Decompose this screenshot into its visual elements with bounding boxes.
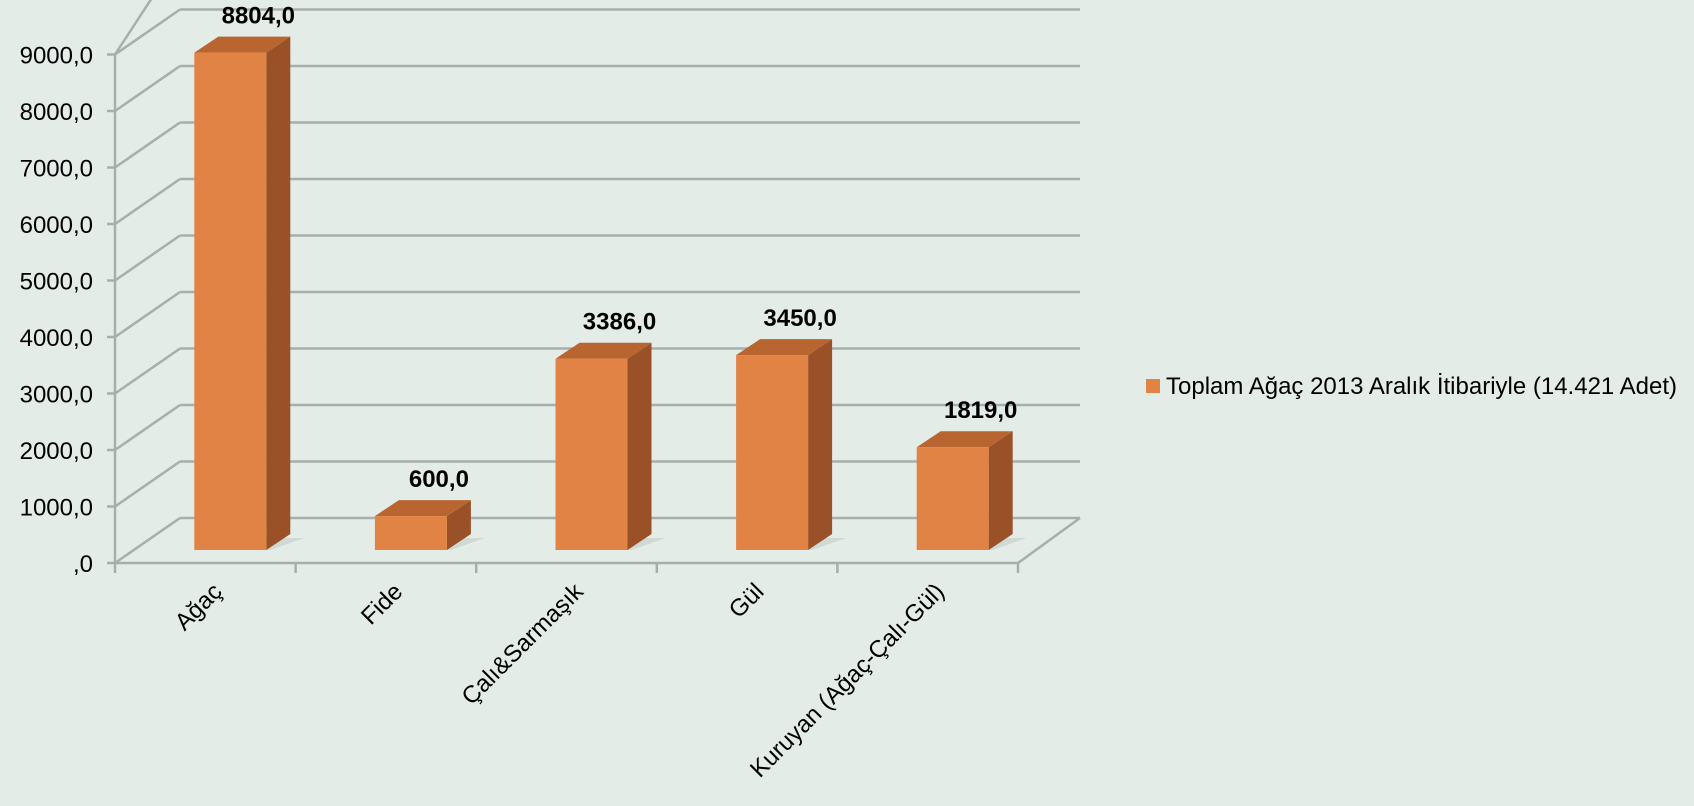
ytick-label: 4000,0	[20, 325, 93, 352]
bar-side	[266, 36, 291, 551]
gridline-side	[114, 177, 181, 226]
gridline-side	[114, 8, 181, 56]
gridline-side-top	[113, 0, 153, 56]
gridline-side	[114, 347, 181, 395]
bar	[916, 447, 989, 550]
ytick-label: 1000,0	[20, 495, 93, 522]
ytick-label: 6000,0	[20, 212, 93, 239]
ytick-label: 5000,0	[20, 269, 93, 296]
axes: ,0 1000,0 2000,0 3000,0 4000,0 5000,0 6000,0 70…	[20, 43, 1081, 578]
xtick-label: Ağaç	[170, 578, 228, 636]
gridline-side	[114, 516, 181, 565]
bar-side	[988, 431, 1013, 550]
data-label: 3450,0	[763, 305, 836, 332]
gridline-side	[114, 290, 181, 339]
bar-side	[627, 342, 652, 550]
bar	[736, 355, 809, 550]
ytick-label: 2000,0	[20, 438, 93, 465]
data-label: 8804,0	[222, 3, 295, 30]
xtick-label: Çalı&Sarmaşık	[456, 577, 589, 710]
ytick-label: 9000,0	[20, 43, 93, 70]
ytick-label: ,0	[73, 551, 93, 578]
gridline-side	[114, 121, 181, 169]
ytick-label: 3000,0	[20, 382, 93, 409]
xtick-label: Fide	[356, 578, 408, 630]
xtick-label: Gül	[724, 578, 770, 624]
data-label: 3386,0	[583, 309, 656, 336]
bar-top	[916, 431, 1013, 448]
bars	[194, 36, 1027, 551]
bar-top	[194, 36, 291, 53]
legend-label: Toplam Ağaç 2013 Aralık İtibariyle (14.4…	[1166, 373, 1677, 400]
gridline-side	[114, 234, 181, 282]
legend-swatch	[1146, 379, 1160, 393]
data-label: 1819,0	[944, 397, 1017, 424]
bar	[555, 358, 628, 550]
ytick-label: 7000,0	[20, 156, 93, 183]
ytick-label: 8000,0	[20, 99, 93, 126]
legend: Toplam Ağaç 2013 Aralık İtibariyle (14.4…	[1146, 372, 1686, 402]
bar	[194, 52, 267, 550]
bar-top	[374, 500, 471, 517]
xtick-label: Kuruyan (Ağaç-Çalı-Gül)	[745, 578, 950, 783]
bar-side	[808, 339, 833, 550]
floor-right-edge	[1017, 516, 1081, 565]
gridline-side	[114, 403, 181, 452]
bar-top	[736, 339, 833, 356]
data-label: 600,0	[409, 466, 469, 493]
gridline-side	[114, 460, 181, 508]
bar-top	[555, 342, 652, 359]
gridline-side	[114, 64, 181, 113]
bar-side	[446, 500, 471, 550]
bar	[374, 516, 447, 550]
